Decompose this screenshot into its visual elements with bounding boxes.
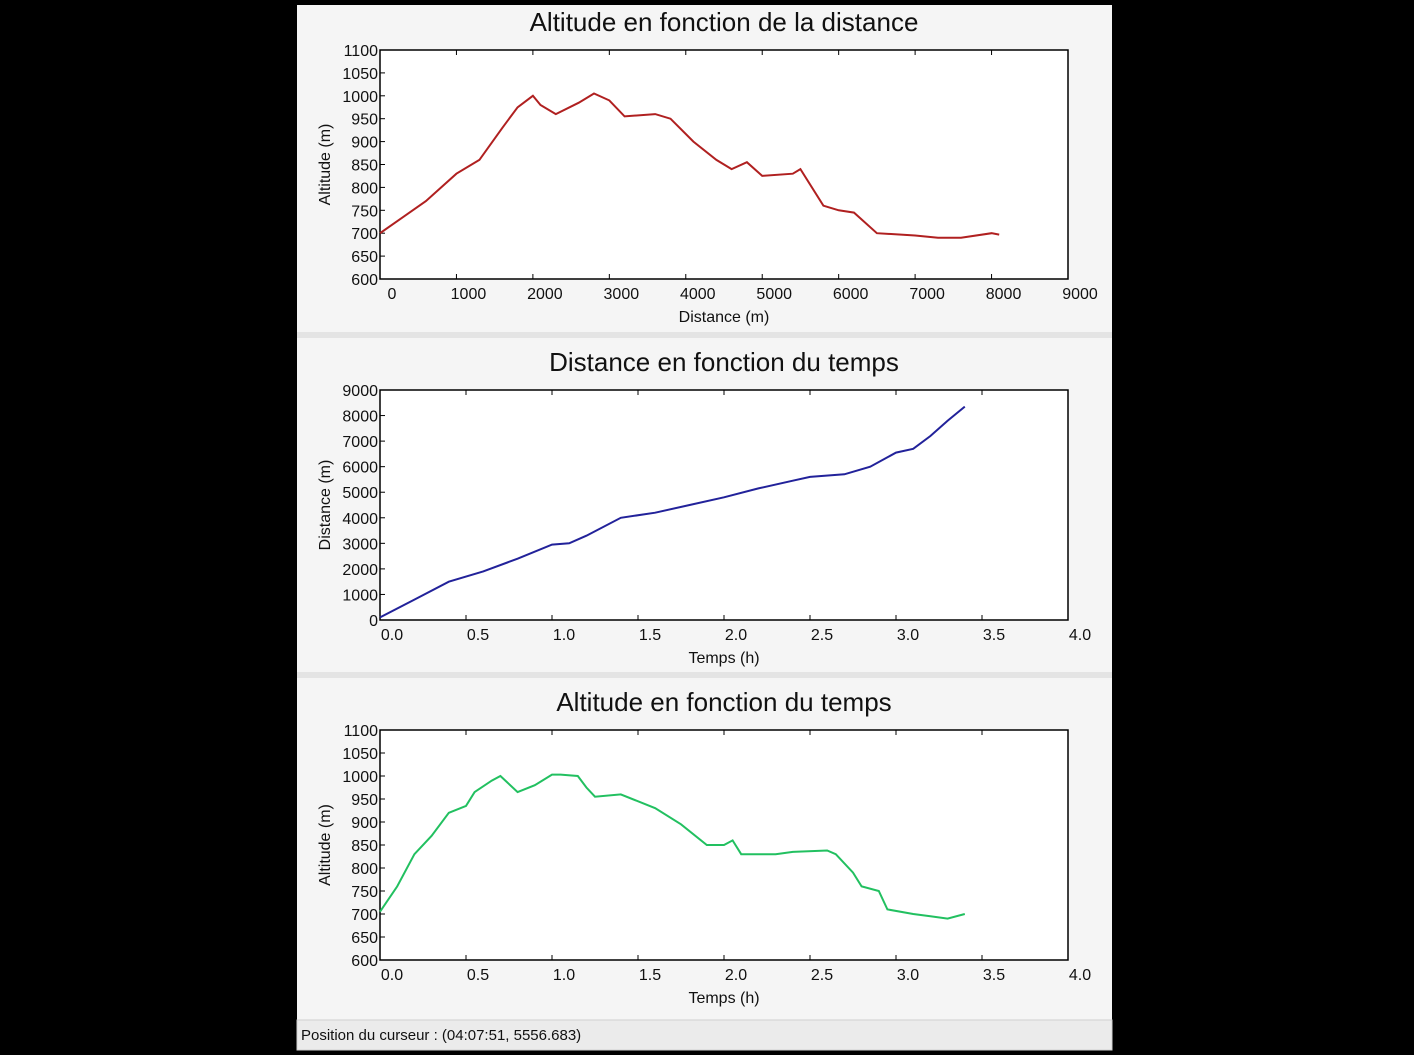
data-line [379, 405, 966, 619]
y-tick-label: 7000 [342, 434, 378, 451]
x-tick-label: 3.0 [897, 967, 919, 984]
y-tick-label: 9000 [342, 383, 378, 400]
y-tick-label: 900 [351, 815, 378, 832]
x-tick-label: 8000 [986, 286, 1022, 303]
x-tick-label: 6000 [833, 286, 869, 303]
y-tick-label: 1100 [344, 43, 379, 60]
y-axis-label: Altitude (m) [317, 804, 334, 886]
y-tick-label: 1050 [342, 746, 378, 763]
y-tick-label: 800 [351, 861, 378, 878]
y-tick-label: 900 [351, 135, 378, 152]
y-tick-label: 1050 [342, 66, 378, 83]
x-tick-label: 2.0 [725, 627, 747, 644]
data-line [379, 773, 966, 920]
y-tick-label: 700 [351, 226, 378, 243]
y-tick-label: 800 [351, 180, 378, 197]
y-tick-label: 850 [351, 158, 378, 175]
x-tick-label: 2.0 [725, 967, 747, 984]
x-tick-label: 1.0 [553, 627, 575, 644]
chart-title: Distance en fonction du temps [549, 347, 899, 377]
y-tick-label: 600 [351, 953, 378, 970]
x-tick-label: 3000 [604, 286, 640, 303]
y-tick-label: 1000 [342, 89, 378, 106]
x-tick-label: 2.5 [811, 627, 833, 644]
y-tick-label: 1000 [342, 587, 378, 604]
y-tick-label: 8000 [342, 409, 378, 426]
x-tick-label: 0.5 [467, 627, 489, 644]
x-tick-label: 0 [388, 286, 397, 303]
x-tick-label: 1000 [451, 286, 487, 303]
charts: Altitude en fonction de la distance 600 65… [317, 7, 1098, 1007]
y-tick-label: 3000 [342, 536, 378, 553]
y-axis-label: Distance (m) [317, 460, 334, 551]
y-tick-label: 4000 [342, 511, 378, 528]
y-tick-label: 750 [351, 203, 378, 220]
y-tick-label: 650 [351, 249, 378, 266]
splitter[interactable] [297, 332, 1112, 338]
x-tick-label: 3.0 [897, 627, 919, 644]
data-line [379, 92, 1000, 239]
y-tick-label: 0 [369, 613, 378, 630]
x-tick-label: 7000 [909, 286, 945, 303]
y-tick-label: 950 [351, 792, 378, 809]
x-tick-label: 3.5 [983, 967, 1005, 984]
y-tick-label: 1100 [344, 723, 379, 740]
x-tick-label: 1.0 [553, 967, 575, 984]
y-tick-label: 850 [351, 838, 378, 855]
chart-title: Altitude en fonction du temps [556, 687, 891, 717]
y-tick-label: 1000 [342, 769, 378, 786]
x-tick-label: 0.0 [381, 967, 403, 984]
x-tick-label: 0.5 [467, 967, 489, 984]
x-axis-label: Temps (h) [688, 990, 759, 1007]
y-tick-label: 950 [351, 112, 378, 129]
x-tick-label: 0.0 [381, 627, 403, 644]
x-tick-label: 4.0 [1069, 627, 1091, 644]
chart-title: Altitude en fonction de la distance [530, 7, 919, 37]
y-tick-label: 600 [351, 272, 378, 289]
status-text: Position du curseur : (04:07:51, 5556.68… [301, 1027, 581, 1044]
y-tick-label: 700 [351, 907, 378, 924]
x-tick-label: 1.5 [639, 967, 661, 984]
x-tick-label: 3.5 [983, 627, 1005, 644]
x-tick-label: 2000 [527, 286, 563, 303]
x-tick-label: 2.5 [811, 967, 833, 984]
y-tick-label: 5000 [342, 485, 378, 502]
x-tick-label: 5000 [756, 286, 792, 303]
y-tick-label: 2000 [342, 562, 378, 579]
x-tick-label: 4000 [680, 286, 716, 303]
splitter[interactable] [297, 672, 1112, 678]
y-tick-label: 750 [351, 884, 378, 901]
x-tick-label: 4.0 [1069, 967, 1091, 984]
y-tick-label: 650 [351, 930, 378, 947]
y-axis-label: Altitude (m) [317, 124, 334, 206]
x-axis-label: Distance (m) [679, 309, 770, 326]
x-axis-label: Temps (h) [688, 650, 759, 667]
y-tick-label: 6000 [342, 460, 378, 477]
plot-area [379, 389, 1069, 621]
x-tick-label: 1.5 [639, 627, 661, 644]
x-tick-label: 9000 [1062, 286, 1098, 303]
status-bar [296, 1019, 1113, 1051]
